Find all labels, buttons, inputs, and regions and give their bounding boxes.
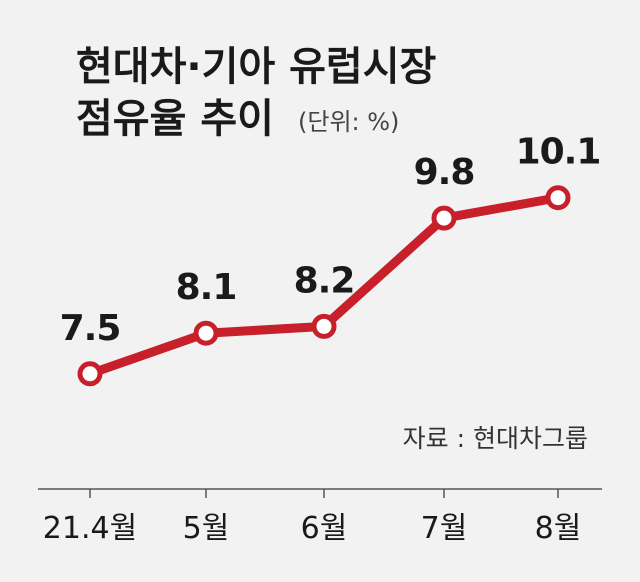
source-note: 자료 : 현대차그룹 <box>403 424 588 453</box>
x-tick-label-3: 7월 <box>421 511 468 546</box>
data-point-0 <box>77 361 103 387</box>
data-point-3 <box>431 205 457 231</box>
data-point-2 <box>311 313 337 339</box>
data-point-1 <box>193 320 219 346</box>
data-label-4: 10.1 <box>516 132 601 173</box>
chart-title-line-2: 점유율 추이 <box>76 96 274 142</box>
x-tick-label-4: 8월 <box>535 511 582 546</box>
x-axis-tick-labels: 21.4월 5월 6월 7월 8월 <box>43 511 582 546</box>
data-label-2: 8.2 <box>294 260 355 301</box>
data-point-4 <box>545 185 571 211</box>
data-label-0: 7.5 <box>60 308 121 349</box>
chart-title-line-1: 현대차·기아 유럽시장 <box>76 44 437 90</box>
x-tick-label-1: 5월 <box>183 511 230 546</box>
data-label-1: 8.1 <box>176 267 237 308</box>
x-tick-label-2: 6월 <box>301 511 348 546</box>
x-axis-ticks <box>89 489 559 498</box>
unit-note: (단위: %) <box>298 108 399 136</box>
plot-area: 7.5 8.1 8.2 9.8 10.1 <box>60 132 601 387</box>
x-tick-label-0: 21.4월 <box>43 511 137 546</box>
data-label-3: 9.8 <box>414 152 475 193</box>
